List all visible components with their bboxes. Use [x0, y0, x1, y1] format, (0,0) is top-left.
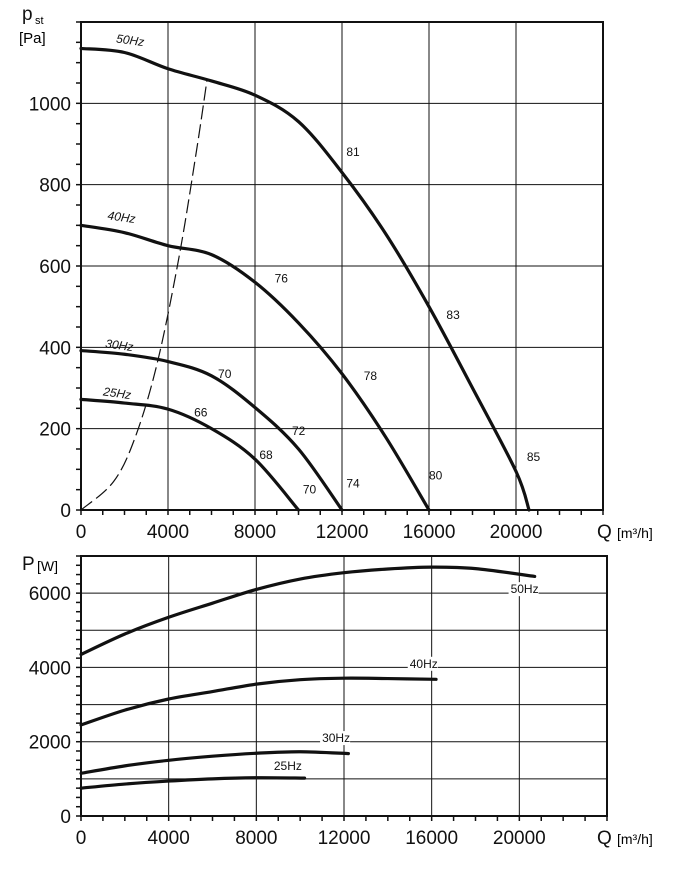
- label-background: [407, 656, 438, 671]
- y-axis-unit: [W]: [37, 558, 58, 574]
- label-background: [271, 758, 302, 773]
- curve-30hz: [79, 348, 344, 512]
- system-curve-dashed: [80, 78, 208, 511]
- y-tick-label: 400: [39, 338, 71, 359]
- noise-level-label: 66: [194, 405, 208, 419]
- x-tick-label: 12000: [318, 828, 371, 849]
- series-label: 30Hz: [105, 336, 135, 354]
- x-tick-label: 16000: [405, 828, 458, 849]
- x-axis-label: Q: [597, 522, 612, 543]
- y-axis-unit: [Pa]: [19, 30, 46, 47]
- y-tick-label: 600: [39, 257, 71, 278]
- noise-level-label: 68: [259, 448, 273, 462]
- noise-level-label: 74: [346, 477, 360, 491]
- y-tick-label: 2000: [29, 733, 71, 754]
- y-tick-label: 800: [39, 176, 71, 197]
- series-label: 50Hz: [511, 582, 539, 596]
- x-tick-label: 4000: [147, 522, 189, 543]
- noise-level-label: 70: [303, 483, 317, 497]
- x-axis-unit: [m³/h]: [617, 831, 653, 847]
- series-label: 40Hz: [410, 657, 438, 671]
- noise-level-label: 78: [364, 369, 378, 383]
- x-axis-unit: [m³/h]: [617, 525, 653, 541]
- noise-level-label: 81: [346, 145, 360, 159]
- y-tick-label: 0: [60, 501, 71, 522]
- series-label: 30Hz: [322, 731, 350, 745]
- y-tick-label: 1000: [29, 94, 71, 115]
- curve-40hz: [79, 676, 438, 727]
- y-axis-label: P: [22, 554, 35, 575]
- series-label: 25Hz: [101, 384, 132, 402]
- label-background: [508, 582, 539, 597]
- curve-25hz: [79, 397, 301, 512]
- y-axis-subscript: st: [35, 15, 44, 27]
- x-tick-label: 16000: [403, 522, 456, 543]
- noise-level-label: 76: [275, 271, 289, 285]
- x-tick-label: 0: [76, 522, 87, 543]
- curve-50hz: [79, 565, 537, 657]
- curve-50hz: [79, 46, 531, 512]
- y-tick-label: 0: [60, 807, 71, 828]
- y-tick-label: 200: [39, 420, 71, 441]
- series-label: 50Hz: [115, 31, 145, 49]
- series-label: 25Hz: [274, 759, 302, 773]
- noise-level-label: 80: [429, 469, 443, 483]
- noise-level-label: 85: [527, 450, 541, 464]
- curve-25hz: [79, 776, 307, 790]
- x-tick-label: 8000: [234, 522, 276, 543]
- x-axis-label: Q: [597, 828, 612, 849]
- x-tick-label: 8000: [235, 828, 277, 849]
- x-tick-label: 20000: [493, 828, 546, 849]
- x-tick-label: 12000: [316, 522, 369, 543]
- y-tick-label: 6000: [29, 584, 71, 605]
- curve-30hz: [79, 750, 350, 775]
- y-tick-label: 4000: [29, 658, 71, 679]
- y-axis-label: p: [22, 4, 33, 25]
- x-tick-label: 4000: [148, 828, 190, 849]
- noise-level-label: 83: [446, 308, 460, 322]
- noise-level-label: 72: [292, 424, 306, 438]
- x-tick-label: 20000: [490, 522, 543, 543]
- series-label: 40Hz: [107, 208, 137, 226]
- label-background: [320, 731, 351, 746]
- x-tick-label: 0: [76, 828, 87, 849]
- curve-40hz: [79, 223, 431, 512]
- noise-level-label: 70: [218, 367, 232, 381]
